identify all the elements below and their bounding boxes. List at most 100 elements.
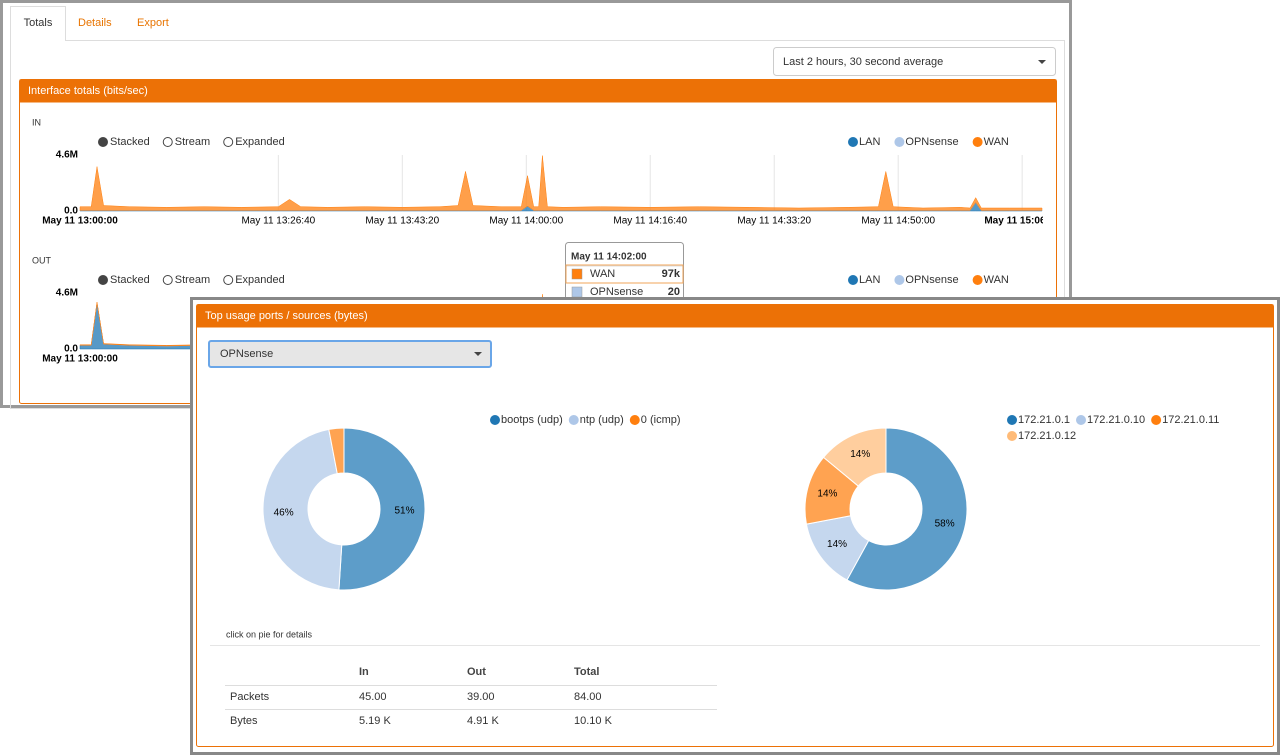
x-tick-label: May 11 13:43:20 <box>365 216 439 227</box>
legend-label[interactable]: ntp (udp) <box>580 414 624 426</box>
tooltip-name: WAN <box>590 268 615 280</box>
tooltip-title: May 11 14:02:00 <box>571 252 647 263</box>
legend-dot[interactable] <box>490 415 500 425</box>
mode-label[interactable]: Stream <box>175 136 210 148</box>
legend-dot[interactable] <box>1076 415 1086 425</box>
legend-dot[interactable] <box>894 275 905 285</box>
legend-dot[interactable] <box>1151 415 1162 425</box>
legend-label[interactable]: LAN <box>859 136 880 148</box>
row-highlight <box>565 264 684 284</box>
x-tick-label: May 11 14:33:20 <box>737 216 811 227</box>
x-tick-label: May 11 15:06:40 <box>984 216 1060 227</box>
legend-label[interactable]: bootps (udp) <box>501 414 563 426</box>
mode-label[interactable]: Stream <box>175 274 210 286</box>
legend-label[interactable]: WAN <box>984 274 1009 286</box>
legend-label[interactable]: 172.21.0.12 <box>1018 430 1076 442</box>
column-header: Out <box>467 666 486 678</box>
mode-radio[interactable] <box>162 275 173 285</box>
source-select[interactable] <box>208 340 492 368</box>
mode-radio[interactable] <box>98 275 108 285</box>
cell: 4.91 K <box>467 715 499 727</box>
legend-dot[interactable] <box>894 137 905 147</box>
tooltip: May 11 14:02:00 WAN 97k OPNsense 20 <box>565 242 684 305</box>
column-header: In <box>359 666 369 678</box>
mode-radio[interactable] <box>162 137 173 147</box>
slice-label: 14% <box>827 539 847 550</box>
x-tick-label: May 11 14:00:00 <box>489 216 563 227</box>
mode-radio[interactable] <box>98 137 108 147</box>
mode-radio[interactable] <box>223 137 234 147</box>
tab[interactable]: Totals <box>24 17 53 29</box>
legend-label[interactable]: 172.21.0.1 <box>1018 414 1070 426</box>
panel-header <box>19 79 1057 103</box>
totals-table: In Out Total Packets 45.00 39.00 84.00 Bytes 5.1… <box>230 666 613 727</box>
slice-label: 46% <box>274 507 294 518</box>
y-tick-label: 0.0 <box>64 344 78 355</box>
usage-window: Top usage ports / sources (bytes) OPNsen… <box>190 297 1280 755</box>
slice-label: 14% <box>817 489 837 500</box>
dropdown-arrow <box>1038 60 1046 64</box>
donut-slice[interactable] <box>328 427 345 475</box>
note: click on pie for details <box>226 629 313 639</box>
donut-slice[interactable] <box>262 428 343 591</box>
cell: 45.00 <box>359 691 387 703</box>
tab[interactable]: Details <box>78 17 112 29</box>
y-tick-label: 4.6M <box>56 150 78 161</box>
legend-label[interactable]: 172.21.0.10 <box>1087 414 1145 426</box>
donut-slice[interactable] <box>338 427 426 591</box>
column-header: Total <box>574 666 599 678</box>
mode-label[interactable]: Expanded <box>235 274 285 286</box>
x-tick-label: May 11 13:00:00 <box>42 354 118 365</box>
mode-label[interactable]: Stacked <box>110 136 150 148</box>
legend-label[interactable]: OPNsense <box>905 136 958 148</box>
x-tick-label: May 11 13:00:00 <box>42 216 118 227</box>
legend-label[interactable]: WAN <box>984 136 1009 148</box>
tab[interactable]: Export <box>137 17 169 29</box>
legend-dot[interactable] <box>568 415 579 425</box>
swatch <box>571 268 583 280</box>
slice-label: 51% <box>394 506 414 517</box>
source-select-text[interactable]: OPNsense <box>220 348 273 360</box>
mode-label[interactable]: Stacked <box>110 274 150 286</box>
legend-dot[interactable] <box>972 137 983 147</box>
donut-slice[interactable] <box>846 427 968 591</box>
legend-dot[interactable] <box>1007 415 1017 425</box>
legend-label[interactable]: 0 (icmp) <box>641 414 681 426</box>
tooltip-name: OPNsense <box>590 286 643 298</box>
area-chart: IN Stacked Stream Expanded LAN OPNsense WAN May… <box>32 117 1060 227</box>
chart-label: OUT <box>32 255 52 265</box>
x-tick-label: May 11 14:50:00 <box>861 216 935 227</box>
range-select[interactable] <box>773 47 1056 76</box>
donut-slice[interactable] <box>822 427 887 487</box>
row-label: Packets <box>230 691 270 703</box>
panel <box>196 304 1274 747</box>
legend-dot[interactable] <box>972 275 983 285</box>
x-axis: May 11 13:00:00 <box>42 354 118 365</box>
tooltip-value: 97k <box>662 268 681 280</box>
legend-dot[interactable] <box>848 137 858 147</box>
panel-title: Interface totals (bits/sec) <box>28 85 148 97</box>
legend-label[interactable]: LAN <box>859 274 880 286</box>
legend-label[interactable]: 172.21.0.11 <box>1162 414 1219 426</box>
cell: 5.19 K <box>359 715 391 727</box>
slice-label: 58% <box>935 519 955 530</box>
row-label: Bytes <box>230 715 258 727</box>
cell: 10.10 K <box>574 715 613 727</box>
legend-label[interactable]: OPNsense <box>905 274 958 286</box>
tooltip-value: 20 <box>668 286 680 298</box>
mode-label[interactable]: Expanded <box>235 136 285 148</box>
y-tick-label: 0.0 <box>64 206 78 217</box>
chart-label: IN <box>32 117 41 127</box>
mode-radio[interactable] <box>223 275 234 285</box>
dropdown-arrow <box>474 352 482 356</box>
legend-dot[interactable] <box>629 415 640 425</box>
legend-dot[interactable] <box>1007 431 1017 441</box>
legend-dot[interactable] <box>848 275 858 285</box>
range-select-text[interactable]: Last 2 hours, 30 second average <box>783 56 943 68</box>
pies: 51% 46% bootps (udp) ntp (udp) 0 (icmp) 58% 14… <box>262 414 1219 591</box>
x-tick-label: May 11 13:26:40 <box>241 216 315 227</box>
area <box>79 155 1043 211</box>
